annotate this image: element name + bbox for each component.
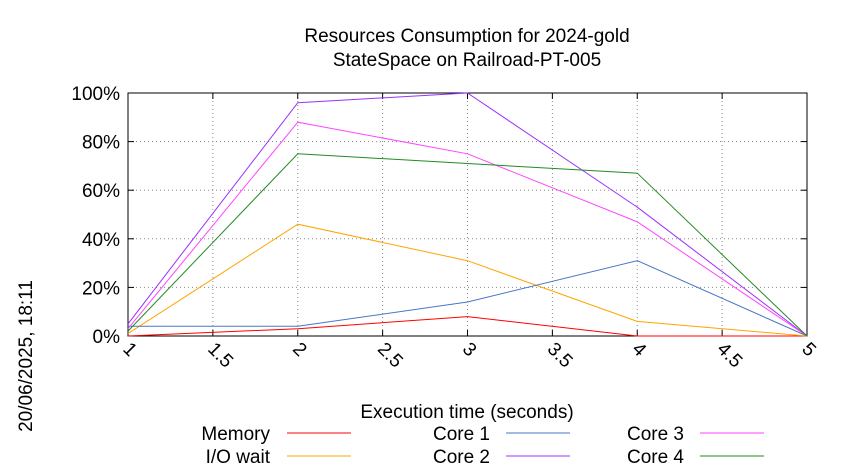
series-line-core-2 — [127, 92, 808, 337]
legend-label-core-3: Core 3 — [627, 424, 684, 445]
legend-label-memory: Memory — [201, 424, 270, 445]
x-tick-label: 3.5 — [543, 339, 577, 373]
y-axis-ticks: 0% 20% 40% 60% 80% 100% — [71, 84, 807, 348]
series-lines — [127, 92, 808, 337]
y-tick-label: 80% — [82, 133, 120, 154]
y-tick-label: 40% — [82, 230, 120, 251]
x-tick-label: 4 — [628, 339, 651, 362]
series-line-memory — [127, 316, 807, 337]
legend-label-core-2: Core 2 — [433, 447, 490, 468]
timestamp-label: 20/06/2025, 18:11 — [16, 280, 37, 432]
x-tick-label: 2 — [288, 339, 310, 361]
x-axis-label: Execution time (seconds) — [360, 402, 573, 423]
y-tick-label: 20% — [82, 278, 120, 299]
y-tick-label: 0% — [93, 327, 121, 348]
y-tick-label: 100% — [71, 84, 120, 105]
legend-label-core-1: Core 1 — [433, 424, 490, 445]
legend-label-core-4: Core 4 — [627, 447, 684, 468]
series-line-i-o-wait — [127, 223, 808, 337]
x-tick-label: 4.5 — [713, 339, 747, 373]
x-tick-label: 1.5 — [203, 339, 237, 373]
x-tick-label: 5 — [797, 339, 819, 361]
x-tick-label: 2.5 — [373, 339, 407, 373]
x-tick-label: 1 — [118, 339, 140, 361]
legend-label-i-o-wait: I/O wait — [206, 447, 271, 468]
series-line-core-1 — [128, 260, 808, 337]
x-tick-label: 3 — [458, 339, 480, 361]
chart-subtitle: StateSpace on Railroad-PT-005 — [333, 50, 601, 71]
series-line-core-3 — [127, 121, 808, 337]
x-axis-ticks: 1 1.5 2 2.5 3 3.5 4 4.5 5 — [118, 93, 820, 373]
series-line-core-4 — [127, 153, 808, 337]
chart-title: Resources Consumption for 2024-gold — [304, 26, 629, 47]
grid-lines — [128, 93, 807, 336]
y-tick-label: 60% — [82, 181, 120, 202]
